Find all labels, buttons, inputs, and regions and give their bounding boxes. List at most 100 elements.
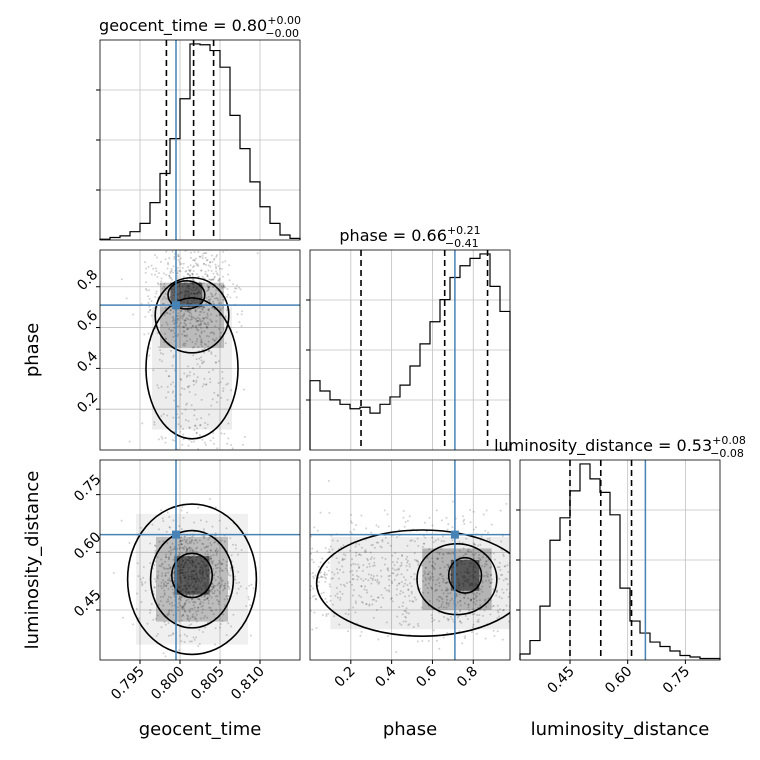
sample-point [173, 399, 176, 402]
sample-point [484, 529, 487, 532]
sample-point [357, 575, 360, 578]
sample-point [190, 440, 193, 443]
sample-point [153, 421, 156, 424]
sample-point [212, 554, 215, 557]
sample-point [225, 309, 228, 312]
sample-point [204, 256, 207, 259]
sample-point [373, 598, 376, 601]
panel-frame [309, 249, 511, 451]
sample-point [218, 313, 221, 316]
sample-point [439, 596, 442, 599]
sample-point [475, 599, 478, 602]
sample-point [171, 278, 174, 281]
sample-point [155, 292, 158, 295]
sample-point [445, 587, 448, 590]
sample-point [180, 619, 183, 622]
sample-point [187, 327, 190, 330]
sample-point [501, 534, 504, 537]
sample-point [209, 571, 212, 574]
sample-point [315, 626, 318, 629]
sample-point [490, 523, 493, 526]
sample-point [170, 329, 173, 332]
sample-point [386, 568, 389, 571]
sample-point [195, 324, 198, 327]
sample-point [186, 618, 189, 621]
sample-point [456, 601, 459, 604]
sample-point [464, 593, 467, 596]
sample-point [199, 617, 202, 620]
sample-point [169, 567, 172, 570]
sample-point [171, 542, 174, 545]
sample-point [196, 338, 199, 341]
sample-point [164, 436, 167, 439]
sample-point [311, 571, 314, 574]
sample-point [222, 558, 225, 561]
y-tick-label-luminosity_distance: 0.75 [71, 472, 104, 505]
sample-point [184, 319, 187, 322]
sample-point [350, 520, 353, 523]
sample-point [161, 360, 164, 363]
sample-point [214, 339, 217, 342]
sample-point [501, 638, 504, 641]
sample-point [164, 292, 167, 295]
sample-point [311, 628, 314, 631]
sample-point [194, 610, 197, 613]
sample-point [369, 551, 372, 554]
sample-point [183, 314, 186, 317]
sample-point [211, 561, 214, 564]
sample-point [479, 604, 482, 607]
sample-point [360, 630, 363, 633]
sample-point [333, 573, 336, 576]
sample-point [488, 537, 491, 540]
sample-point [206, 275, 209, 278]
sample-point [165, 250, 168, 253]
sample-point [207, 285, 210, 288]
sample-point [476, 620, 479, 623]
sample-point [188, 426, 191, 429]
sample-point [180, 310, 183, 313]
sample-point [214, 354, 217, 357]
sample-point [135, 608, 138, 611]
sample-point [409, 582, 412, 585]
sample-point [201, 362, 204, 365]
sample-point [502, 608, 505, 611]
sample-point [217, 542, 220, 545]
sample-point [329, 599, 332, 602]
sample-point [190, 640, 193, 643]
sample-point [141, 582, 144, 585]
sample-point [205, 383, 208, 386]
sample-point [195, 613, 198, 616]
sample-point [191, 279, 194, 282]
sample-point [185, 375, 188, 378]
sample-point [181, 551, 184, 554]
sample-point [430, 536, 433, 539]
sample-point [204, 598, 207, 601]
sample-point [214, 506, 217, 509]
sample-point [368, 603, 371, 606]
sample-point [160, 435, 163, 438]
truth-marker [172, 530, 180, 539]
sample-point [200, 356, 203, 359]
sample-point [187, 615, 190, 618]
sample-point [434, 588, 437, 591]
sample-point [323, 576, 326, 579]
sample-point [198, 598, 201, 601]
sample-point [185, 594, 188, 597]
sample-point [176, 318, 179, 321]
sample-point [341, 557, 344, 560]
sample-point [344, 612, 347, 615]
sample-point [504, 565, 507, 568]
sample-point [211, 602, 214, 605]
sample-point [459, 604, 462, 607]
sample-point [199, 602, 202, 605]
sample-point [188, 311, 191, 314]
sample-point [404, 620, 407, 623]
sample-point [478, 614, 481, 617]
sample-point [387, 525, 390, 528]
sample-point [376, 578, 379, 581]
sample-point [311, 547, 314, 550]
sample-point [201, 308, 204, 311]
panel-title-luminosity_distance: luminosity_distance = 0.53+0.08 [494, 434, 746, 456]
sample-point [160, 581, 163, 584]
sample-point [181, 314, 184, 317]
